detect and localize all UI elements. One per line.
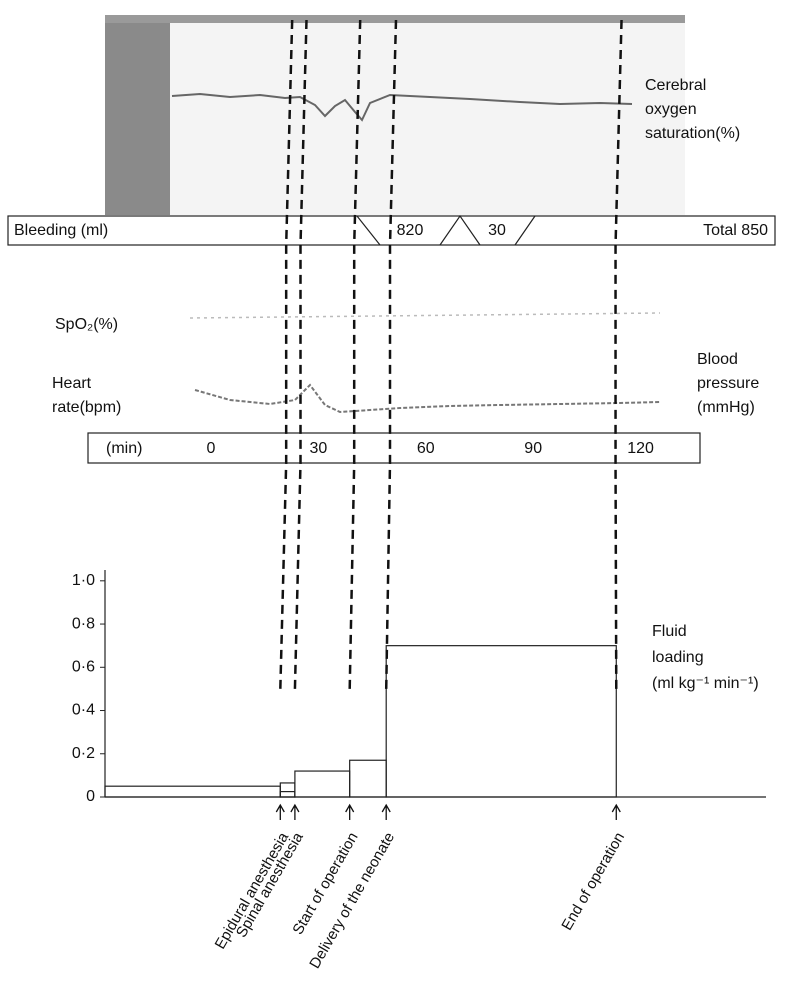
event-label: Epidural anesthesia (212, 829, 293, 952)
y-tick-label: 0·6 (72, 659, 95, 676)
step-bar (350, 760, 387, 797)
time-tick-label: 30 (310, 440, 328, 457)
cerebral-label: Cerebral (645, 77, 706, 94)
step-bar (105, 786, 280, 797)
heart-rate-label: rate(bpm) (52, 399, 121, 416)
time-tick-label: 60 (417, 440, 435, 457)
step-bar (280, 792, 295, 797)
monitor-sidebar (105, 15, 170, 215)
step-bar (386, 646, 616, 797)
time-tick-label: 0 (207, 440, 216, 457)
y-axis-label: Fluid (652, 623, 687, 640)
figure: Bleeding (ml) 820 30 Total 850 (min) Cer… (0, 0, 791, 988)
event-arrow (346, 805, 354, 820)
event-label: End of operation (558, 829, 628, 933)
bleeding-value: 820 (397, 222, 424, 239)
y-tick-label: 1·0 (72, 572, 95, 589)
bleeding-total: Total 850 (703, 222, 768, 239)
y-axis-label: (ml kg⁻¹ min⁻¹) (652, 675, 759, 692)
blood-pressure-label: (mmHg) (697, 399, 755, 416)
spo2-label: SpO₂(%) (55, 316, 118, 333)
blood-pressure-label: pressure (697, 375, 759, 392)
y-tick-label: 0·4 (72, 702, 95, 719)
time-tick-label: 120 (627, 440, 654, 457)
y-tick-label: 0 (86, 788, 95, 805)
y-tick-label: 0·2 (72, 745, 95, 762)
cerebral-monitor (105, 15, 685, 215)
cerebral-label: saturation(%) (645, 125, 740, 142)
time-unit: (min) (106, 440, 142, 457)
step-bar (295, 771, 350, 797)
event-arrow (291, 805, 299, 820)
step-bar (280, 783, 295, 797)
time-tick-label: 90 (524, 440, 542, 457)
event-arrow (612, 805, 620, 820)
bleeding-value: 30 (488, 222, 506, 239)
bleeding-label: Bleeding (ml) (14, 222, 108, 239)
heart-rate-label: Heart (52, 375, 92, 392)
vitals-trace (195, 385, 660, 412)
event-arrow (276, 805, 284, 820)
y-axis-label: loading (652, 649, 704, 666)
cerebral-label: oxygen (645, 101, 697, 118)
y-tick-label: 0·8 (72, 615, 95, 632)
spo2-trace (190, 313, 660, 318)
event-arrow (382, 805, 390, 820)
blood-pressure-label: Blood (697, 351, 738, 368)
time-axis-box (88, 433, 700, 463)
